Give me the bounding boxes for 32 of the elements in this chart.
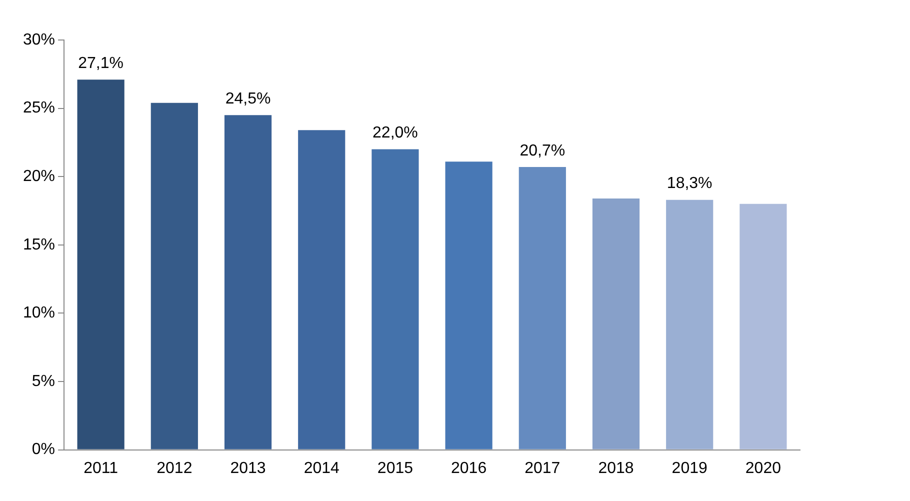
y-tick-label: 25% [22,100,56,117]
x-tick-label: 2019 [672,460,708,477]
x-tick-label: 2015 [377,460,414,477]
y-tick-label: 15% [22,236,56,254]
bar [224,115,272,450]
bar [518,167,566,450]
bar [150,102,198,450]
bar [372,149,419,450]
data-label: 20,7% [520,142,566,160]
y-tick-label: 0% [32,441,56,458]
data-label: 18,3% [666,175,712,192]
bar [77,80,124,450]
data-label: 27,1% [78,55,124,72]
bar [666,200,714,450]
x-tick-label: 2020 [745,460,782,477]
x-tick-label: 2013 [230,460,266,477]
x-tick-label: 2012 [156,460,192,477]
bar [592,198,640,450]
x-tick-label: 2011 [84,460,118,477]
x-tick-label: 2014 [304,460,340,477]
y-tick-label: 10% [22,304,56,322]
y-tick-label: 20% [22,168,56,186]
x-tick-label: 2016 [451,460,487,477]
bar [445,162,492,450]
y-tick-label: 5% [32,372,56,390]
y-tick-label: 30% [22,31,56,48]
data-label: 22,0% [372,124,418,142]
data-label: 24,5% [225,90,271,108]
x-tick-label: 2017 [524,460,560,477]
bar [740,204,787,450]
bar [298,130,346,450]
x-tick-label: 2018 [598,460,634,477]
